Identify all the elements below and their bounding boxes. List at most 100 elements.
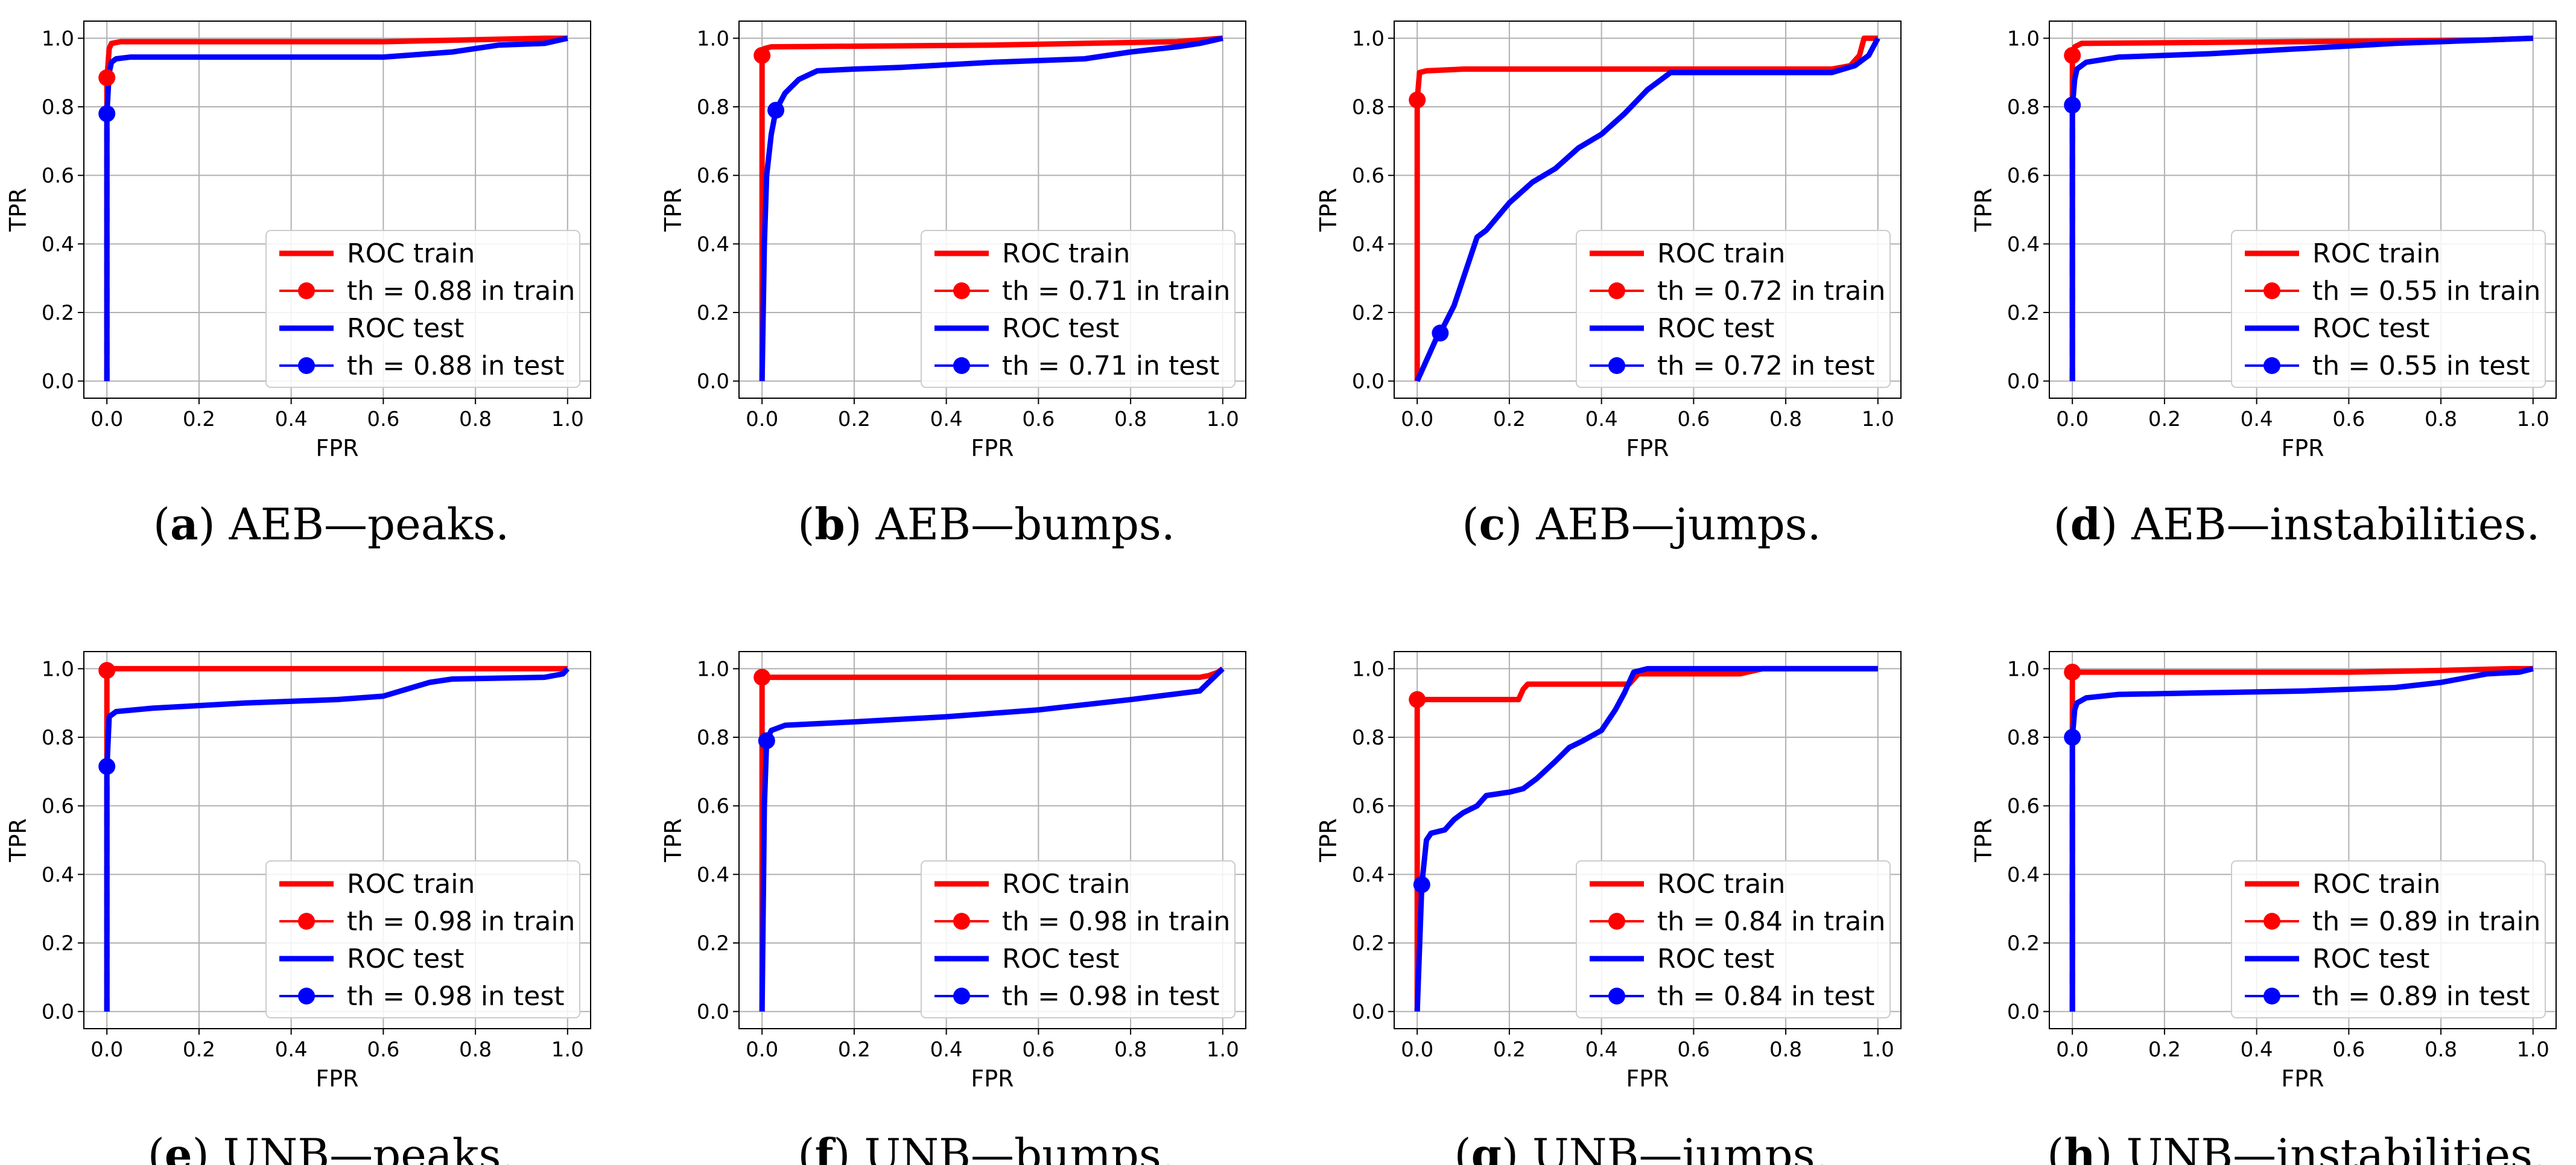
x-tick-label: 0.6: [2332, 407, 2365, 431]
legend-box: [265, 230, 580, 388]
legend-marker-test-point: [953, 988, 970, 1005]
x-tick-label: 1.0: [1862, 1038, 1894, 1062]
y-tick-label: 0.6: [2007, 164, 2040, 188]
y-tick-label: 0.4: [2007, 863, 2040, 887]
roc-test-curve: [2069, 666, 2534, 1012]
y-tick-label: 0.2: [42, 932, 74, 956]
y-tick-label: 0.6: [42, 795, 74, 819]
caption-letter: g: [1471, 1129, 1502, 1165]
x-axis-label: FPR: [971, 1065, 1014, 1092]
x-axis-label: FPR: [1626, 435, 1669, 462]
axes-frame: [83, 21, 591, 399]
axes-frame: [738, 651, 1246, 1029]
legend-box: [1576, 860, 1891, 1018]
legend-label-test-point: th = 0.72 in test: [1657, 351, 1875, 381]
legend-box: [921, 860, 1236, 1018]
y-axis-label: TPR: [1970, 188, 1997, 232]
caption-letter: c: [1479, 498, 1505, 550]
legend-marker-train-point: [1608, 913, 1625, 930]
x-tick-label: 0.2: [2148, 407, 2181, 431]
threshold-point-train: [98, 69, 116, 86]
x-tick-label: 0.2: [2148, 1038, 2181, 1062]
x-tick-label: 0.8: [1114, 1038, 1147, 1062]
legend-marker-test-point: [298, 988, 315, 1005]
roc-panel-f: 0.0 0.2 0.4 0.6 0.8 1.0 0.0 0.2 0.4 0.6 0.8 1.0 FPR T…: [660, 651, 1246, 1165]
y-tick-label: 0.0: [42, 370, 74, 394]
y-tick-label: 0.0: [2007, 1000, 2040, 1024]
roc-panel-c: 0.0 0.2 0.4 0.6 0.8 1.0 0.0 0.2 0.4 0.6 0.8 1.0 FPR T…: [1315, 21, 1902, 550]
x-tick-label: 0.4: [2241, 407, 2273, 431]
y-tick-label: 0.4: [697, 232, 729, 256]
x-tick-label: 0.4: [2241, 1038, 2273, 1062]
subfigure-caption: (c) AEB—jumps.: [1462, 498, 1821, 550]
legend-label-train-curve: ROC train: [1657, 238, 1785, 269]
y-tick-label: 0.2: [2007, 932, 2040, 956]
y-tick-label: 0.8: [2007, 726, 2040, 750]
y-tick-label: 0.2: [697, 301, 729, 325]
legend-marker-train-point: [298, 913, 315, 930]
x-tick-label: 0.4: [1585, 407, 1618, 431]
y-tick-label: 1.0: [2007, 657, 2040, 681]
x-axis-label: FPR: [316, 435, 358, 462]
x-tick-label: 0.4: [1585, 1038, 1618, 1062]
x-tick-label: 0.2: [183, 407, 215, 431]
x-tick-label: 0.2: [838, 1038, 871, 1062]
y-tick-label: 0.8: [42, 726, 74, 750]
x-tick-label: 0.8: [1769, 407, 1802, 431]
x-tick-label: 0.4: [930, 1038, 963, 1062]
threshold-point-test: [98, 758, 116, 775]
y-tick-label: 0.4: [697, 863, 729, 887]
y-tick-label: 0.8: [1352, 95, 1385, 119]
caption-text: AEB—peaks.: [229, 499, 510, 550]
threshold-point-test: [767, 101, 785, 119]
caption-letter: h: [2064, 1129, 2095, 1165]
x-tick-label: 0.0: [746, 1038, 778, 1062]
threshold-point-test: [98, 105, 116, 122]
y-tick-label: 0.8: [42, 95, 74, 119]
y-tick-label: 1.0: [42, 657, 74, 681]
caption-open-paren: (: [798, 499, 814, 550]
y-tick-label: 0.2: [1352, 301, 1385, 325]
x-tick-label: 0.6: [367, 407, 399, 431]
caption-open-paren: (: [148, 1129, 165, 1165]
roc-panel-h: 0.0 0.2 0.4 0.6 0.8 1.0 0.0 0.2 0.4 0.6 0.8 1.0 FPR T…: [1970, 651, 2557, 1165]
y-tick-label: 0.0: [42, 1000, 74, 1024]
y-tick-label: 0.2: [697, 932, 729, 956]
legend-label-test-curve: ROC test: [2312, 944, 2429, 974]
legend-label-train-curve: ROC train: [347, 238, 475, 269]
legend-marker-test-point: [1608, 988, 1625, 1005]
x-tick-label: 0.8: [459, 1038, 492, 1062]
y-tick-label: 1.0: [2007, 27, 2040, 51]
roc-test-curve: [104, 667, 570, 1012]
caption-close-paren: ): [2101, 499, 2131, 550]
y-tick-label: 0.6: [697, 795, 729, 819]
threshold-point-train: [2064, 664, 2081, 681]
x-tick-label: 0.4: [275, 1038, 308, 1062]
y-axis-label: TPR: [5, 818, 31, 863]
threshold-point-test: [1432, 325, 1449, 342]
x-tick-label: 0.2: [1493, 407, 1526, 431]
x-tick-label: 1.0: [551, 407, 584, 431]
x-tick-label: 0.6: [1677, 407, 1710, 431]
legend-marker-train-point: [1608, 282, 1625, 299]
threshold-point-train: [753, 668, 771, 686]
legend-label-test-curve: ROC test: [1657, 313, 1774, 344]
roc-panel-e: 0.0 0.2 0.4 0.6 0.8 1.0 0.0 0.2 0.4 0.6 0.8 1.0 FPR T…: [5, 651, 591, 1165]
legend-label-train-curve: ROC train: [2312, 869, 2440, 900]
roc-test-curve: [104, 36, 568, 381]
legend-label-train-curve: ROC train: [1002, 238, 1130, 269]
x-tick-label: 0.6: [1022, 407, 1055, 431]
x-tick-label: 0.2: [1493, 1038, 1526, 1062]
subfigure-caption: (f) UNB—bumps.: [798, 1129, 1175, 1165]
caption-close-paren: ): [845, 499, 876, 550]
caption-close-paren: ): [198, 499, 229, 550]
threshold-point-test: [758, 732, 775, 749]
y-tick-label: 0.8: [697, 726, 729, 750]
legend-label-train-point: th = 0.89 in train: [2312, 906, 2540, 937]
y-tick-label: 0.0: [2007, 370, 2040, 394]
legend-marker-test-point: [2264, 988, 2280, 1005]
x-tick-label: 1.0: [1862, 407, 1894, 431]
caption-close-paren: ): [1502, 1129, 1532, 1165]
legend-box: [265, 860, 580, 1018]
